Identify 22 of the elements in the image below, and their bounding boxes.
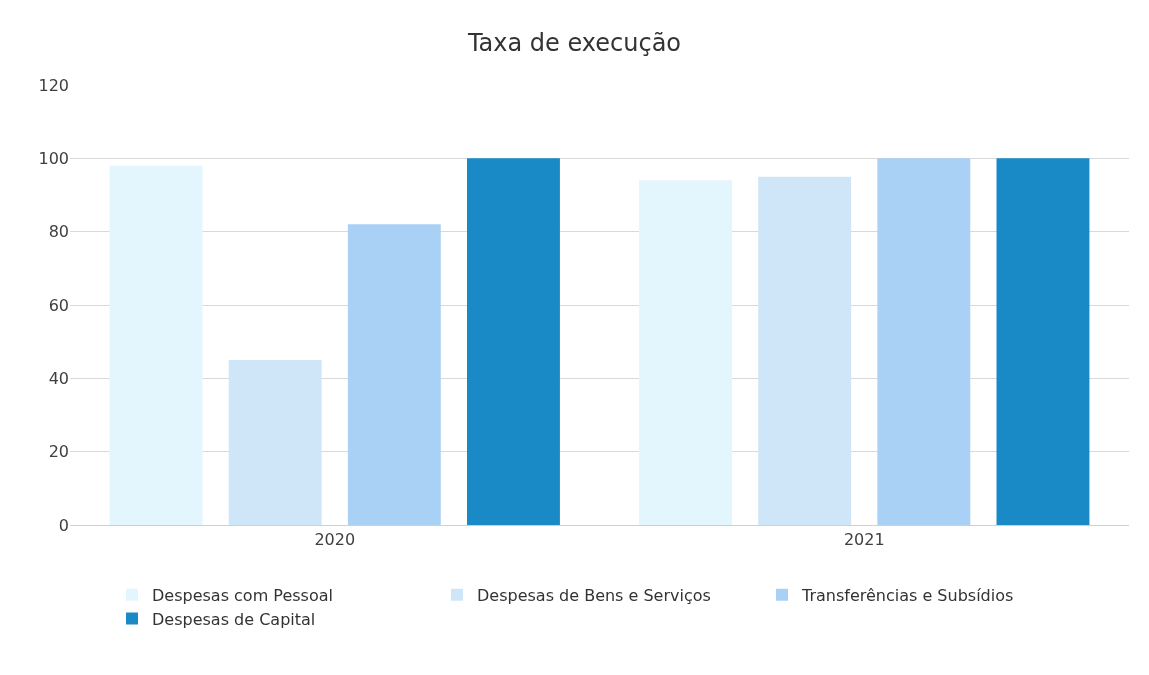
y-tick-label: 60: [48, 295, 69, 315]
legend-label: Despesas de Capital: [152, 609, 316, 629]
y-tick-label: 80: [48, 222, 69, 242]
legend-label: Transferências e Subsídios: [801, 585, 1014, 605]
bar: [758, 176, 852, 525]
bar: [466, 158, 560, 525]
bar: [109, 165, 203, 525]
legend-label: Despesas de Bens e Serviços: [477, 585, 711, 605]
y-tick-label: 0: [58, 515, 69, 535]
bar: [228, 360, 322, 525]
bar: [347, 224, 441, 525]
bar: [639, 180, 733, 525]
y-tick-label: 40: [48, 368, 69, 388]
x-tick-label: 2021: [843, 530, 885, 550]
x-tick-label: 2020: [314, 530, 356, 550]
y-tick-label: 20: [48, 442, 69, 462]
chart-title: Taxa de execução: [466, 28, 682, 57]
bar: [877, 158, 971, 525]
y-tick-label: 100: [38, 148, 69, 168]
y-tick-label: 120: [38, 75, 69, 95]
bar: [996, 158, 1090, 525]
legend-label: Despesas com Pessoal: [152, 585, 333, 605]
